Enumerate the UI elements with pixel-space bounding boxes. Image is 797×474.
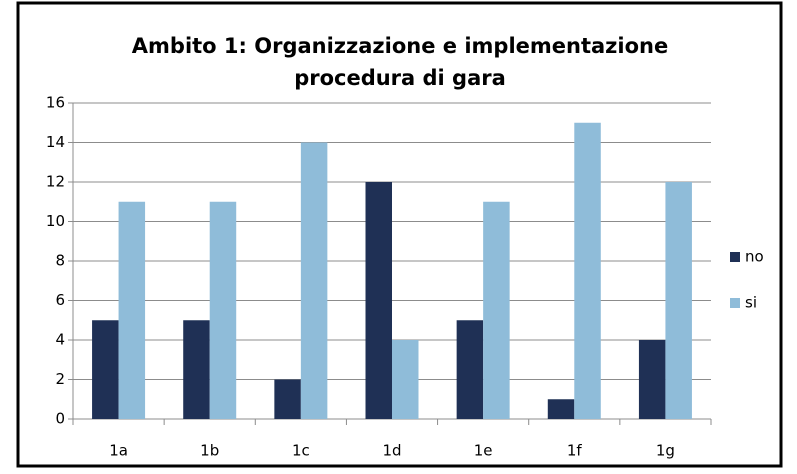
bar — [118, 201, 146, 419]
legend-label: no — [745, 248, 764, 266]
legend-swatch — [730, 298, 740, 308]
bar — [183, 320, 210, 419]
y-tick-label: 14 — [46, 133, 65, 151]
y-tick-label: 8 — [55, 252, 65, 270]
x-tick-label: 1f — [567, 442, 583, 460]
bar — [92, 320, 119, 419]
bar — [456, 320, 484, 419]
bar — [209, 201, 237, 419]
y-tick-label: 0 — [55, 410, 65, 428]
y-tick-label: 12 — [46, 173, 65, 191]
legend-label: si — [745, 294, 757, 312]
bar — [392, 340, 419, 419]
y-tick-label: 2 — [55, 370, 65, 388]
x-tick-label: 1c — [292, 442, 310, 460]
chart-title: Ambito 1: Organizzazione e implementazio… — [131, 34, 669, 90]
bar — [365, 182, 392, 419]
y-tick-label: 10 — [46, 212, 65, 230]
x-tick-label: 1d — [382, 442, 401, 460]
x-tick-label: 1b — [200, 442, 219, 460]
y-tick-label: 6 — [55, 291, 65, 309]
x-tick-label: 1g — [656, 442, 675, 460]
legend-swatch — [730, 252, 740, 262]
bar — [665, 182, 692, 419]
bar — [638, 340, 666, 419]
bar — [274, 379, 301, 419]
bar — [483, 201, 510, 419]
x-tick-label: 1e — [474, 442, 493, 460]
bar — [547, 399, 575, 419]
y-tick-label: 16 — [46, 94, 65, 112]
y-tick-label: 4 — [55, 331, 65, 349]
bar — [300, 142, 328, 419]
x-tick-label: 1a — [109, 442, 128, 460]
bar — [574, 122, 601, 419]
